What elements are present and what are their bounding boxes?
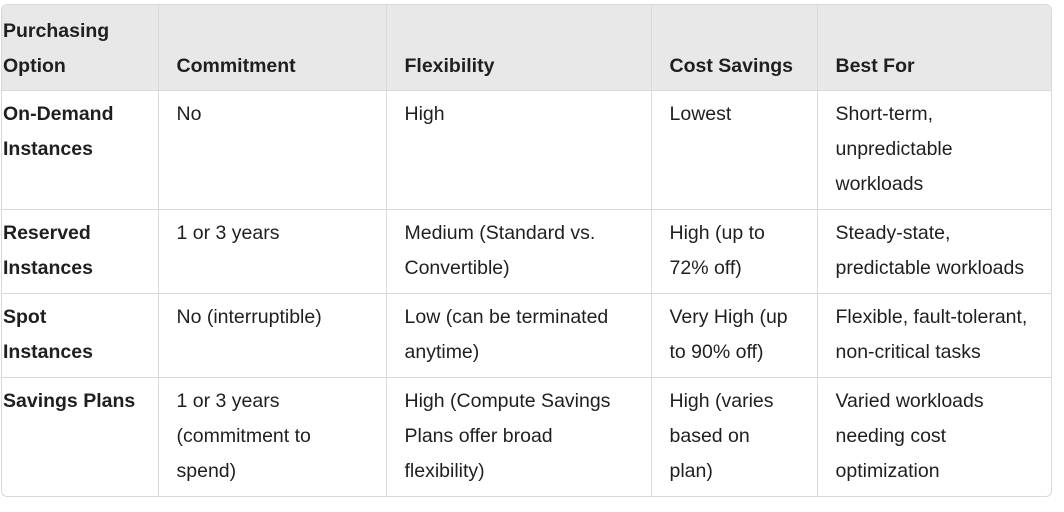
cell-flexibility: Low (can be terminated anytime)	[386, 293, 652, 378]
cell-best-for: Flexible, fault-tolerant, non-critical t…	[817, 293, 1051, 378]
cell-commitment: 1 or 3 years (commitment to spend)	[158, 377, 387, 496]
cell-cost-savings: High (up to 72% off)	[651, 209, 818, 294]
purchasing-options-table: Purchasing Option Commitment Flexibility…	[2, 5, 1051, 496]
table-row: Reserved Instances 1 or 3 years Medium (…	[2, 209, 1051, 294]
cell-best-for: Varied workloads needing cost optimizati…	[835, 390, 984, 482]
table-header-row: Purchasing Option Commitment Flexibility…	[2, 5, 1051, 91]
cell-commitment: 1 or 3 years	[158, 209, 387, 294]
cell-cost-savings: Very High (up to 90% off)	[651, 293, 818, 378]
cell-cost-savings: High (varies based on plan)	[651, 377, 818, 496]
header-commitment: Commitment	[158, 5, 387, 91]
cell-best-for: Short-term, unpredictable workloads	[817, 90, 1051, 210]
header-purchasing-option: Purchasing Option	[2, 5, 159, 91]
table-row: Spot Instances No (interruptible) Low (c…	[2, 293, 1051, 378]
cell-purchasing-option: Reserved Instances	[2, 209, 159, 294]
header-cost-savings: Cost Savings	[651, 5, 818, 91]
table-row: On-Demand Instances No High Lowest Short…	[2, 90, 1051, 210]
cell-purchasing-option: Spot Instances	[2, 293, 159, 378]
cell-flexibility: Medium (Standard vs. Convertible)	[386, 209, 652, 294]
cell-purchasing-option: On-Demand Instances	[2, 90, 159, 210]
cell-commitment: No	[158, 90, 387, 210]
cell-flexibility: High	[386, 90, 652, 210]
header-flexibility: Flexibility	[386, 5, 652, 91]
cell-best-for: Steady-state, predictable workloads	[817, 209, 1051, 294]
cell-purchasing-option: Savings Plans	[2, 377, 159, 496]
cell-commitment: No (interruptible)	[158, 293, 387, 378]
table-row: Savings Plans 1 or 3 years (commitment t…	[2, 377, 1051, 496]
header-best-for: Best For	[817, 5, 1051, 91]
comparison-table-container: Purchasing Option Commitment Flexibility…	[1, 4, 1052, 497]
cell-flexibility: High (Compute Savings Plans offer broad …	[386, 377, 652, 496]
cell-cost-savings: Lowest	[651, 90, 818, 210]
